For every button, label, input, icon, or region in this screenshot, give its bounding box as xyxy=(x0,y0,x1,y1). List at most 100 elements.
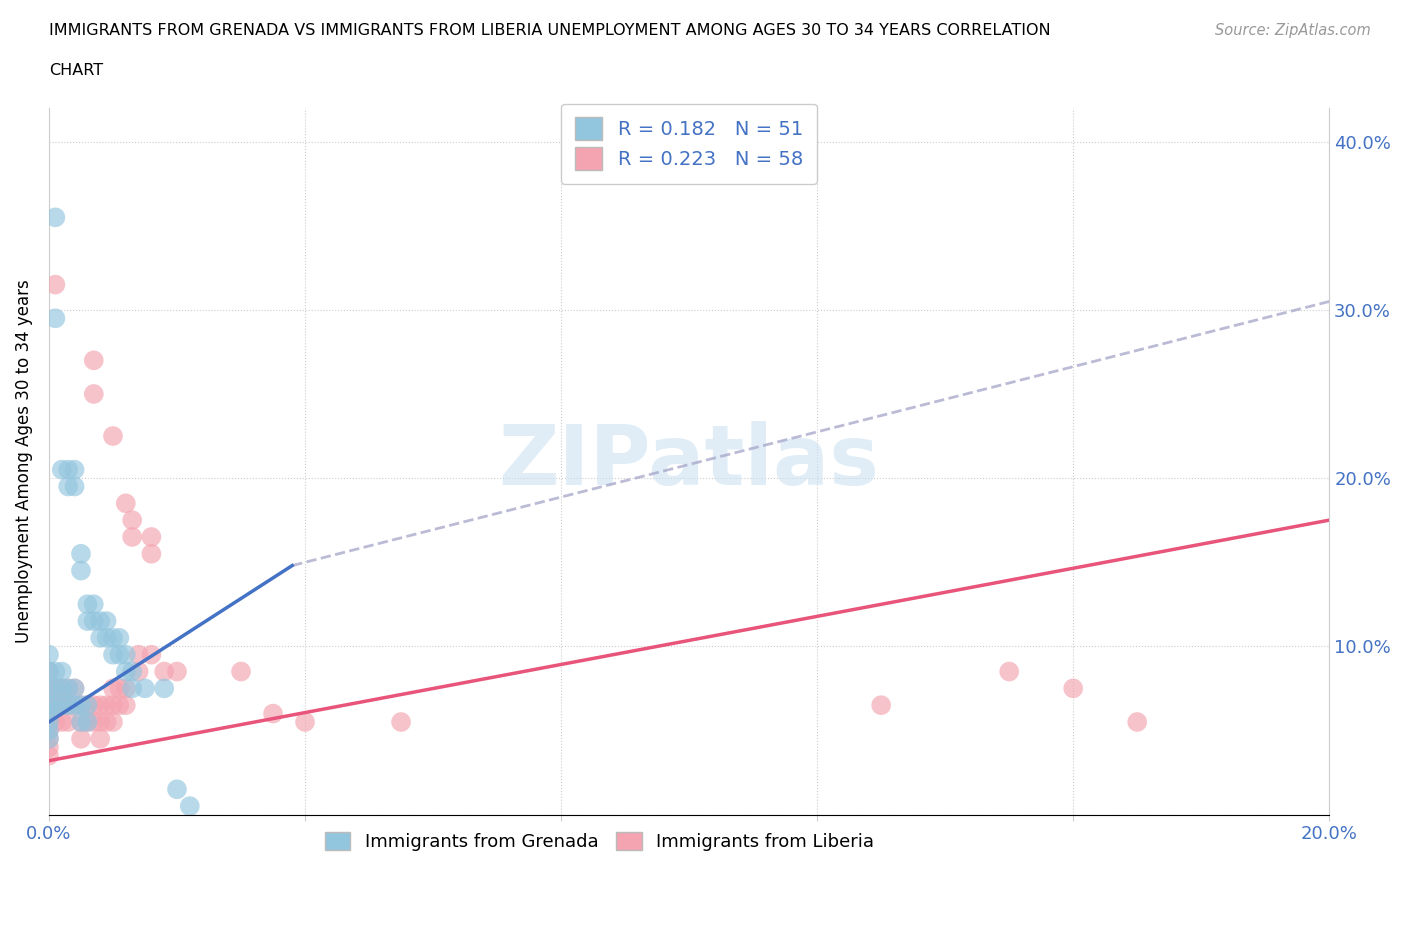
Point xyxy=(38,698,60,712)
Point xyxy=(89,714,111,729)
Point xyxy=(166,782,188,797)
Point xyxy=(44,664,66,679)
Point xyxy=(998,664,1021,679)
Point xyxy=(70,714,93,729)
Point xyxy=(76,698,98,712)
Point xyxy=(38,731,60,746)
Point xyxy=(70,698,93,712)
Point xyxy=(89,731,111,746)
Point xyxy=(101,631,124,645)
Point xyxy=(101,714,124,729)
Point xyxy=(70,698,93,712)
Point xyxy=(83,597,105,612)
Point xyxy=(63,462,86,477)
Point xyxy=(51,681,73,696)
Point xyxy=(44,210,66,225)
Y-axis label: Unemployment Among Ages 30 to 34 years: Unemployment Among Ages 30 to 34 years xyxy=(15,279,32,644)
Point xyxy=(141,546,163,561)
Point xyxy=(70,564,93,578)
Point xyxy=(114,681,136,696)
Point xyxy=(294,714,316,729)
Point xyxy=(38,647,60,662)
Point xyxy=(56,714,79,729)
Point xyxy=(128,664,150,679)
Point xyxy=(108,647,131,662)
Point xyxy=(44,698,66,712)
Point xyxy=(56,462,79,477)
Point xyxy=(121,529,143,544)
Point xyxy=(83,714,105,729)
Point xyxy=(63,681,86,696)
Point xyxy=(38,739,60,754)
Point xyxy=(63,681,86,696)
Point xyxy=(56,681,79,696)
Point xyxy=(56,698,79,712)
Point xyxy=(38,681,60,696)
Text: IMMIGRANTS FROM GRENADA VS IMMIGRANTS FROM LIBERIA UNEMPLOYMENT AMONG AGES 30 TO: IMMIGRANTS FROM GRENADA VS IMMIGRANTS FR… xyxy=(49,23,1050,38)
Point xyxy=(56,681,79,696)
Point xyxy=(83,614,105,629)
Point xyxy=(76,698,98,712)
Point xyxy=(44,681,66,696)
Point xyxy=(76,614,98,629)
Point xyxy=(63,698,86,712)
Point xyxy=(51,698,73,712)
Point xyxy=(44,698,66,712)
Point xyxy=(1062,681,1084,696)
Point xyxy=(153,664,176,679)
Point xyxy=(63,698,86,712)
Point xyxy=(229,664,252,679)
Point xyxy=(89,614,111,629)
Point xyxy=(101,647,124,662)
Point xyxy=(63,479,86,494)
Point xyxy=(179,799,201,814)
Point xyxy=(108,698,131,712)
Point xyxy=(141,529,163,544)
Point xyxy=(38,664,60,679)
Point xyxy=(108,631,131,645)
Point xyxy=(870,698,893,712)
Point xyxy=(44,714,66,729)
Point xyxy=(114,647,136,662)
Point xyxy=(114,664,136,679)
Point xyxy=(70,731,93,746)
Point xyxy=(51,462,73,477)
Point xyxy=(89,698,111,712)
Point xyxy=(114,698,136,712)
Point xyxy=(70,714,93,729)
Point xyxy=(83,352,105,367)
Point xyxy=(108,681,131,696)
Point xyxy=(38,749,60,764)
Point xyxy=(38,723,60,737)
Point xyxy=(121,512,143,527)
Text: CHART: CHART xyxy=(49,63,103,78)
Point xyxy=(121,664,143,679)
Point xyxy=(51,698,73,712)
Point xyxy=(83,698,105,712)
Point xyxy=(128,647,150,662)
Point xyxy=(56,479,79,494)
Point xyxy=(1126,714,1149,729)
Point xyxy=(38,731,60,746)
Point xyxy=(44,277,66,292)
Point xyxy=(166,664,188,679)
Point xyxy=(141,647,163,662)
Point xyxy=(38,714,60,729)
Point xyxy=(96,614,118,629)
Point xyxy=(44,311,66,325)
Point xyxy=(70,546,93,561)
Point xyxy=(38,706,60,721)
Point xyxy=(38,664,60,679)
Text: ZIPatlas: ZIPatlas xyxy=(499,420,880,502)
Point xyxy=(101,429,124,444)
Point xyxy=(51,664,73,679)
Point xyxy=(96,631,118,645)
Point xyxy=(96,698,118,712)
Point xyxy=(96,714,118,729)
Point xyxy=(38,723,60,737)
Point xyxy=(76,714,98,729)
Point xyxy=(101,698,124,712)
Point xyxy=(83,387,105,402)
Point xyxy=(101,681,124,696)
Point xyxy=(89,631,111,645)
